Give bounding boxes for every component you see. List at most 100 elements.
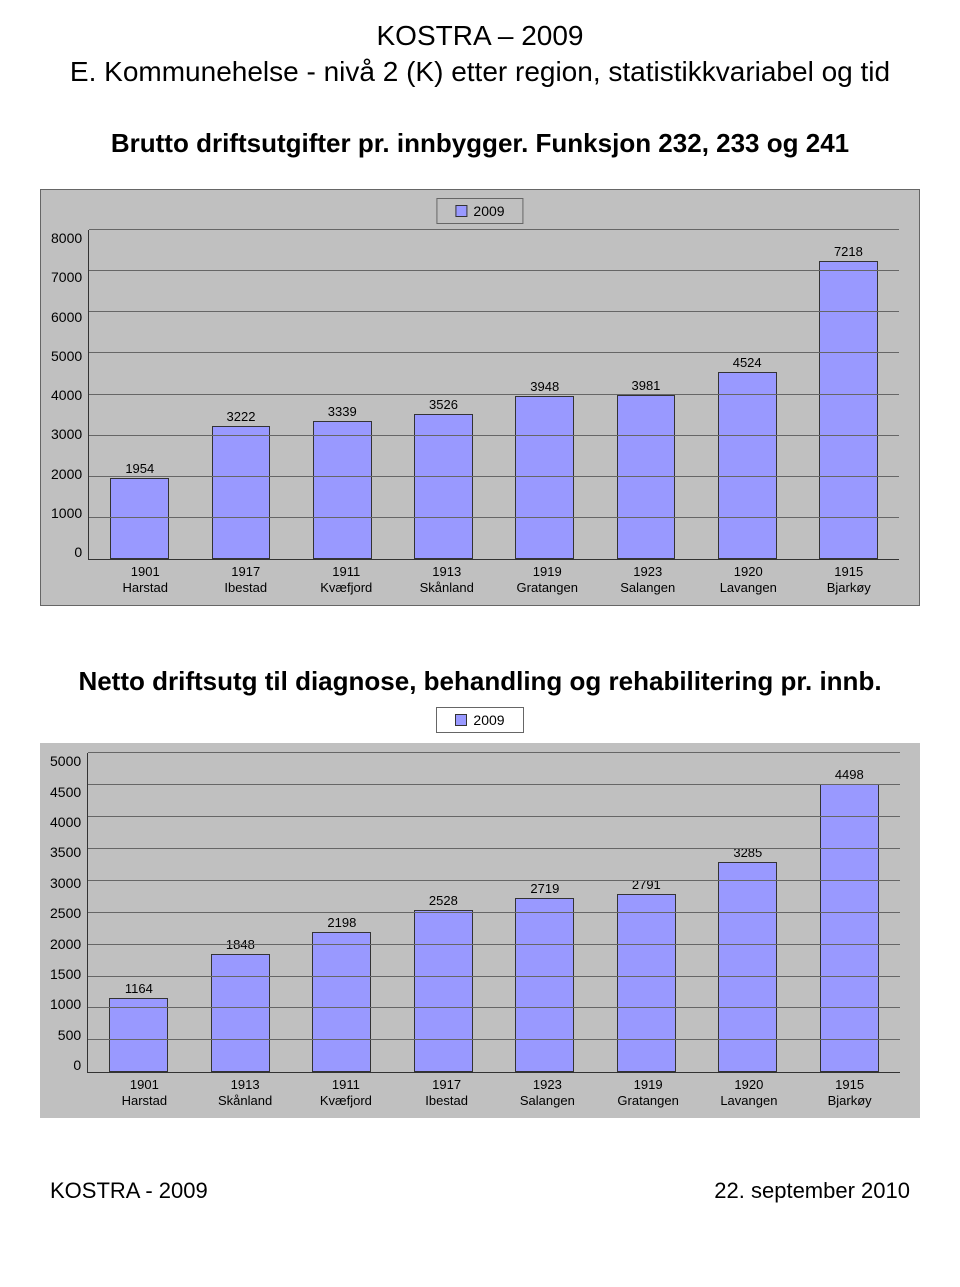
bar xyxy=(109,998,168,1072)
y-tick: 0 xyxy=(74,544,82,560)
bar xyxy=(313,421,372,559)
bar-column: 3285 xyxy=(697,753,798,1072)
x-tick-label: 1911Kvæfjord xyxy=(296,564,397,595)
y-tick: 1500 xyxy=(50,966,81,982)
y-tick: 3000 xyxy=(51,426,82,442)
gridline xyxy=(88,848,900,849)
x-tick-label: 1923Salangen xyxy=(598,564,699,595)
gridline xyxy=(89,311,899,312)
x-tick-label: 1913Skånland xyxy=(397,564,498,595)
bar-value-label: 3339 xyxy=(328,404,357,419)
y-tick: 2000 xyxy=(51,466,82,482)
gridline xyxy=(89,270,899,271)
chart1-bars: 1954 3222 3339 3526 3948 3981 4524 7218 xyxy=(89,230,899,559)
page-subtitle: E. Kommunehelse - nivå 2 (K) etter regio… xyxy=(40,56,920,88)
bar-column: 1954 xyxy=(89,230,190,559)
chart2-box: 5000450040003500300025002000150010005000… xyxy=(40,743,920,1118)
gridline xyxy=(88,784,900,785)
y-tick: 1000 xyxy=(51,505,82,521)
bar xyxy=(212,426,271,559)
bar-column: 1848 xyxy=(190,753,291,1072)
y-tick: 500 xyxy=(58,1027,81,1043)
footer-left: KOSTRA - 2009 xyxy=(50,1178,208,1204)
chart2-legend: 2009 xyxy=(40,707,920,733)
chart2-x-axis: 1901Harstad1913Skånland1911Kvæfjord1917I… xyxy=(94,1077,900,1108)
x-tick-label: 1919Gratangen xyxy=(497,564,598,595)
chart2-y-axis: 5000450040003500300025002000150010005000 xyxy=(50,753,87,1073)
gridline xyxy=(89,435,899,436)
bar xyxy=(110,478,169,559)
gridline xyxy=(89,476,899,477)
bar xyxy=(414,910,473,1072)
page: KOSTRA – 2009 E. Kommunehelse - nivå 2 (… xyxy=(0,0,960,1234)
x-tick-label: 1911Kvæfjord xyxy=(296,1077,397,1108)
bar-column: 2528 xyxy=(393,753,494,1072)
legend-swatch-icon xyxy=(455,714,467,726)
bar xyxy=(515,396,574,559)
footer: KOSTRA - 2009 22. september 2010 xyxy=(40,1178,920,1204)
bar-value-label: 2198 xyxy=(327,915,356,930)
gridline xyxy=(88,944,900,945)
x-tick-label: 1919Gratangen xyxy=(598,1077,699,1108)
chart1-plot: 1954 3222 3339 3526 3948 3981 4524 7218 xyxy=(88,230,899,560)
x-tick-label: 1917Ibestad xyxy=(196,564,297,595)
bar-value-label: 3948 xyxy=(530,379,559,394)
bar-column: 3526 xyxy=(393,230,494,559)
bar-value-label: 1954 xyxy=(125,461,154,476)
bar xyxy=(515,898,574,1072)
y-tick: 3500 xyxy=(50,844,81,860)
bar-value-label: 3526 xyxy=(429,397,458,412)
gridline xyxy=(88,816,900,817)
y-tick: 8000 xyxy=(51,230,82,246)
bar-value-label: 1164 xyxy=(125,981,153,996)
bar-column: 1164 xyxy=(88,753,189,1072)
bar xyxy=(718,862,777,1072)
bar-column: 4524 xyxy=(697,230,798,559)
chart1-box: 2009 800070006000500040003000200010000 1… xyxy=(40,189,920,606)
gridline xyxy=(88,752,900,753)
bar-column: 3222 xyxy=(190,230,291,559)
bar-value-label: 3981 xyxy=(631,378,660,393)
bar xyxy=(617,894,676,1073)
x-tick-label: 1920Lavangen xyxy=(698,564,799,595)
chart2: Netto driftsutg til diagnose, behandling… xyxy=(40,666,920,1118)
y-tick: 0 xyxy=(73,1057,81,1073)
chart1-x-axis: 1901Harstad1917Ibestad1911Kvæfjord1913Sk… xyxy=(95,564,899,595)
gridline xyxy=(88,976,900,977)
bar xyxy=(312,932,371,1073)
x-tick-label: 1915Bjarkøy xyxy=(799,1077,900,1108)
x-tick-label: 1915Bjarkøy xyxy=(799,564,900,595)
y-tick: 6000 xyxy=(51,309,82,325)
page-title: KOSTRA – 2009 xyxy=(40,20,920,52)
chart2-legend-label: 2009 xyxy=(473,712,504,728)
bar-column: 2198 xyxy=(291,753,392,1072)
chart1-plot-wrap: 800070006000500040003000200010000 195432… xyxy=(51,230,899,560)
y-tick: 2500 xyxy=(50,905,81,921)
bar-column: 3981 xyxy=(595,230,696,559)
chart1: Brutto driftsutgifter pr. innbygger. Fun… xyxy=(40,128,920,606)
y-tick: 2000 xyxy=(50,936,81,952)
bar xyxy=(718,372,777,559)
chart1-y-axis: 800070006000500040003000200010000 xyxy=(51,230,88,560)
x-tick-label: 1901Harstad xyxy=(94,1077,195,1108)
y-tick: 3000 xyxy=(50,875,81,891)
gridline xyxy=(89,229,899,230)
chart2-plot: 11641848219825282719279132854498 xyxy=(87,753,900,1073)
footer-right: 22. september 2010 xyxy=(714,1178,910,1204)
bar-value-label: 7218 xyxy=(834,244,863,259)
chart2-title: Netto driftsutg til diagnose, behandling… xyxy=(40,666,920,697)
bar xyxy=(819,261,878,559)
x-tick-label: 1917Ibestad xyxy=(396,1077,497,1108)
chart2-bars: 11641848219825282719279132854498 xyxy=(88,753,900,1072)
x-tick-label: 1901Harstad xyxy=(95,564,196,595)
gridline xyxy=(88,912,900,913)
bar-value-label: 4498 xyxy=(835,767,864,782)
bar-value-label: 2528 xyxy=(429,893,458,908)
bar-column: 2719 xyxy=(494,753,595,1072)
y-tick: 4500 xyxy=(50,784,81,800)
bar-value-label: 3222 xyxy=(227,409,256,424)
y-tick: 4000 xyxy=(51,387,82,403)
y-tick: 4000 xyxy=(50,814,81,830)
chart1-legend: 2009 xyxy=(436,198,523,224)
x-tick-label: 1913Skånland xyxy=(195,1077,296,1108)
